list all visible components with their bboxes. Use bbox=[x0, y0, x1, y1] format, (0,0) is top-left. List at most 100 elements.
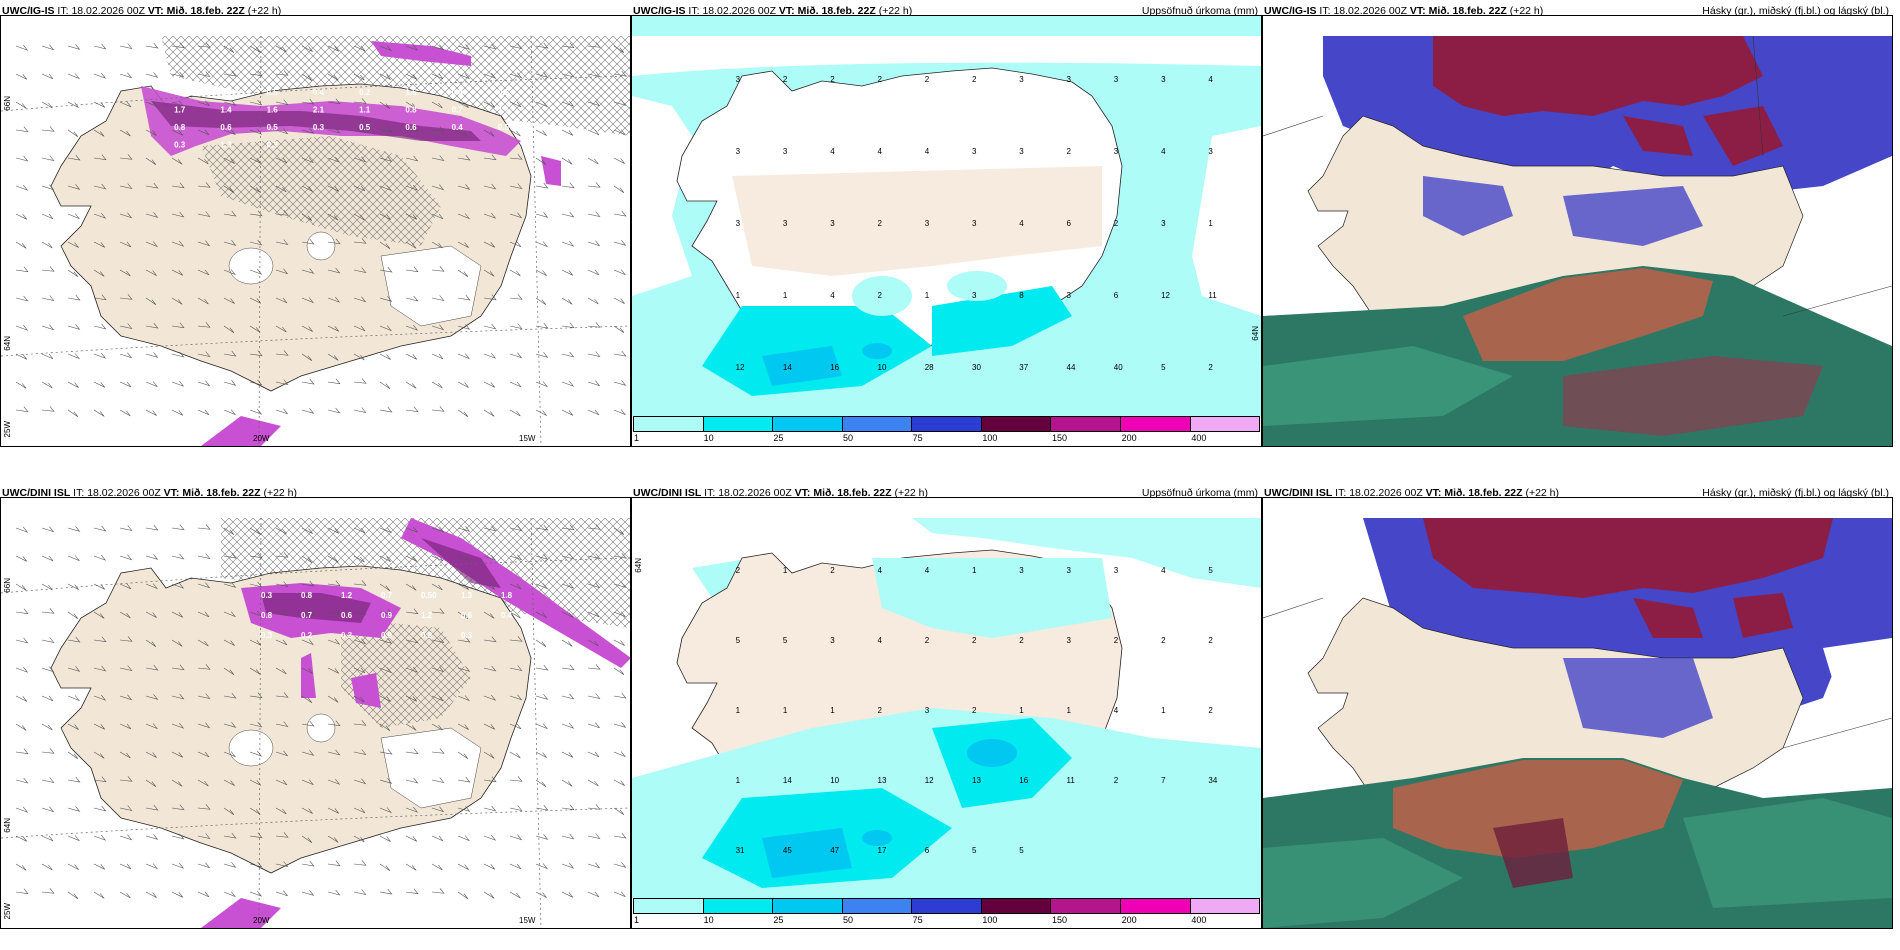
legend-swatch bbox=[1120, 417, 1191, 431]
value-label: 17 bbox=[878, 846, 887, 855]
value-label: 37 bbox=[1019, 363, 1028, 372]
value-label: 1.1 bbox=[498, 105, 510, 114]
hatch-area bbox=[161, 36, 630, 136]
value-label: 12 bbox=[925, 776, 934, 785]
lat-64-label: 64N bbox=[634, 558, 643, 573]
precip-value-labels: 0.3 0.8 1.2 0.7 0.50 1.3 1.8 0.8 0.7 0.6 0.9 1.2 0.6… bbox=[261, 591, 513, 640]
it-value: 18.02.2026 00Z bbox=[87, 487, 161, 499]
value-label: 2 bbox=[1161, 636, 1166, 645]
vt-label: VT: bbox=[1409, 5, 1426, 17]
value-label: 4 bbox=[1019, 219, 1024, 228]
panel-header: UWC/IG-IS IT: 18.02.2026 00Z VT: Mið. 18… bbox=[631, 0, 1262, 22]
legend-label: 200 bbox=[1121, 915, 1137, 925]
value-label: 0.5 bbox=[267, 88, 279, 97]
value-label: 0.2 bbox=[359, 88, 371, 97]
value-label: 1 bbox=[736, 706, 741, 715]
value-label: 14 bbox=[783, 363, 792, 372]
value-label: 5 bbox=[783, 636, 788, 645]
value-label: 0.7 bbox=[301, 611, 313, 620]
value-label: 0.8 bbox=[301, 591, 313, 600]
value-label: 4 bbox=[878, 566, 883, 575]
lon-20-label: 20W bbox=[253, 434, 270, 443]
value-label: 0.5 bbox=[498, 88, 510, 97]
value-label: 0.6 bbox=[220, 123, 232, 132]
panel-dini-precip: UWC/DINI ISL IT: 18.02.2026 00Z VT: Mið.… bbox=[631, 482, 1262, 929]
value-label: 2 bbox=[878, 291, 883, 300]
value-label: 3 bbox=[972, 147, 977, 156]
lon-15-label: 15W bbox=[519, 434, 536, 443]
wind-snow-map: 0.3 0.8 1.2 0.7 0.50 1.3 1.8 0.8 0.7 0.6 0.9 1.2 0.6… bbox=[1, 498, 630, 928]
lon-15-label: 15W bbox=[519, 916, 536, 925]
value-label: 5 bbox=[1208, 566, 1213, 575]
value-label: 1 bbox=[1208, 219, 1213, 228]
legend-label: 150 bbox=[1052, 915, 1068, 925]
panel-title: Hásky (gr.), miðský (fj.bl.) og lágský (… bbox=[1702, 487, 1889, 499]
legend-colorbar bbox=[633, 416, 1260, 432]
value-label: 0.3 bbox=[174, 88, 186, 97]
value-label: 0.3 bbox=[461, 631, 473, 640]
value-label: 0.5 bbox=[267, 123, 279, 132]
value-label: 11 bbox=[1067, 776, 1076, 785]
value-label: 1.4 bbox=[220, 105, 232, 114]
it-label: IT: bbox=[57, 5, 69, 17]
value-label: 3 bbox=[1067, 566, 1072, 575]
legend-label: 10 bbox=[703, 433, 714, 443]
value-label: 3 bbox=[783, 219, 788, 228]
value-label: 1 bbox=[830, 706, 835, 715]
lead-time: (+22 h) bbox=[263, 487, 298, 499]
value-label: 3 bbox=[1114, 147, 1119, 156]
value-label: 1.3 bbox=[461, 591, 473, 600]
map-frame: 2 1 2 4 4 1 3 3 3 4 5 5 5 3 4 2 2 2 3 2 2 2 1 1 1 2 3 2 1 1 4 1 2 1 14 10 13… bbox=[631, 497, 1262, 929]
value-label: 14 bbox=[783, 776, 792, 785]
value-label: 1.2 bbox=[421, 611, 433, 620]
map-frame bbox=[1262, 15, 1893, 447]
value-label: 3 bbox=[925, 706, 930, 715]
value-label: 0.5 bbox=[498, 123, 510, 132]
value-label: 4 bbox=[925, 566, 930, 575]
model-name: UWC/DINI ISL bbox=[2, 487, 71, 499]
value-label: 0.7 bbox=[452, 105, 464, 114]
vt-label: VT: bbox=[778, 5, 795, 17]
legend-labels: 1 10 25 50 75 100 150 200 400 bbox=[632, 433, 1261, 445]
wind-barbs bbox=[15, 524, 627, 899]
vt-label: VT: bbox=[163, 487, 180, 499]
map-frame: 0.3 0.3 0.5 0.4 0.2 1.6 0.8 0.5 1.7 1.4 1.6 2.1 1.1 0… bbox=[0, 15, 631, 447]
value-label: 3 bbox=[736, 219, 741, 228]
legend-colorbar bbox=[633, 898, 1260, 914]
value-label: 3 bbox=[1019, 566, 1024, 575]
value-label: 5 bbox=[1161, 363, 1166, 372]
value-label: 4 bbox=[878, 636, 883, 645]
it-label: IT: bbox=[704, 487, 716, 499]
legend-swatch bbox=[1190, 899, 1260, 913]
legend-swatch bbox=[1051, 899, 1121, 913]
legend-swatch bbox=[912, 417, 982, 431]
precip-value-labels: 0.3 0.3 0.5 0.4 0.2 1.6 0.8 0.5 1.7 1.4 1.6 2.1 1.1 0… bbox=[174, 88, 509, 150]
value-label: 3 bbox=[1067, 636, 1072, 645]
value-label: 2 bbox=[830, 75, 835, 84]
value-label: 1.1 bbox=[359, 105, 371, 114]
legend-labels: 1 10 25 50 75 100 150 200 400 bbox=[632, 915, 1261, 927]
lat-64-label: 64N bbox=[3, 818, 12, 833]
legend-swatch bbox=[1051, 417, 1121, 431]
value-label: 0.3 bbox=[174, 140, 186, 149]
value-label: 4 bbox=[1208, 75, 1213, 84]
legend-swatch bbox=[773, 417, 843, 431]
legend-swatch bbox=[1190, 417, 1260, 431]
panel-igis-precip: UWC/IG-IS IT: 18.02.2026 00Z VT: Mið. 18… bbox=[631, 0, 1262, 447]
value-label: 0.3 bbox=[261, 591, 273, 600]
value-label: 1 bbox=[1067, 706, 1072, 715]
model-name: UWC/IG-IS bbox=[2, 5, 55, 17]
legend-label: 25 bbox=[773, 433, 784, 443]
value-label: 3 bbox=[783, 147, 788, 156]
value-label: 3 bbox=[1067, 75, 1072, 84]
value-label: 2 bbox=[830, 566, 835, 575]
vt-label: VT: bbox=[147, 5, 164, 17]
panel-title: Hásky (gr.), miðský (fj.bl.) og lágský (… bbox=[1702, 5, 1889, 17]
value-label: 0.50 bbox=[421, 591, 437, 600]
lead-time: (+22 h) bbox=[1509, 5, 1544, 17]
value-label: 40 bbox=[1114, 363, 1123, 372]
it-value: 18.02.2026 00Z bbox=[1333, 5, 1407, 17]
value-label: 3 bbox=[1161, 219, 1166, 228]
precip-legend: 1 10 25 50 75 100 150 200 400 bbox=[632, 898, 1261, 928]
value-label: 12 bbox=[1161, 291, 1170, 300]
